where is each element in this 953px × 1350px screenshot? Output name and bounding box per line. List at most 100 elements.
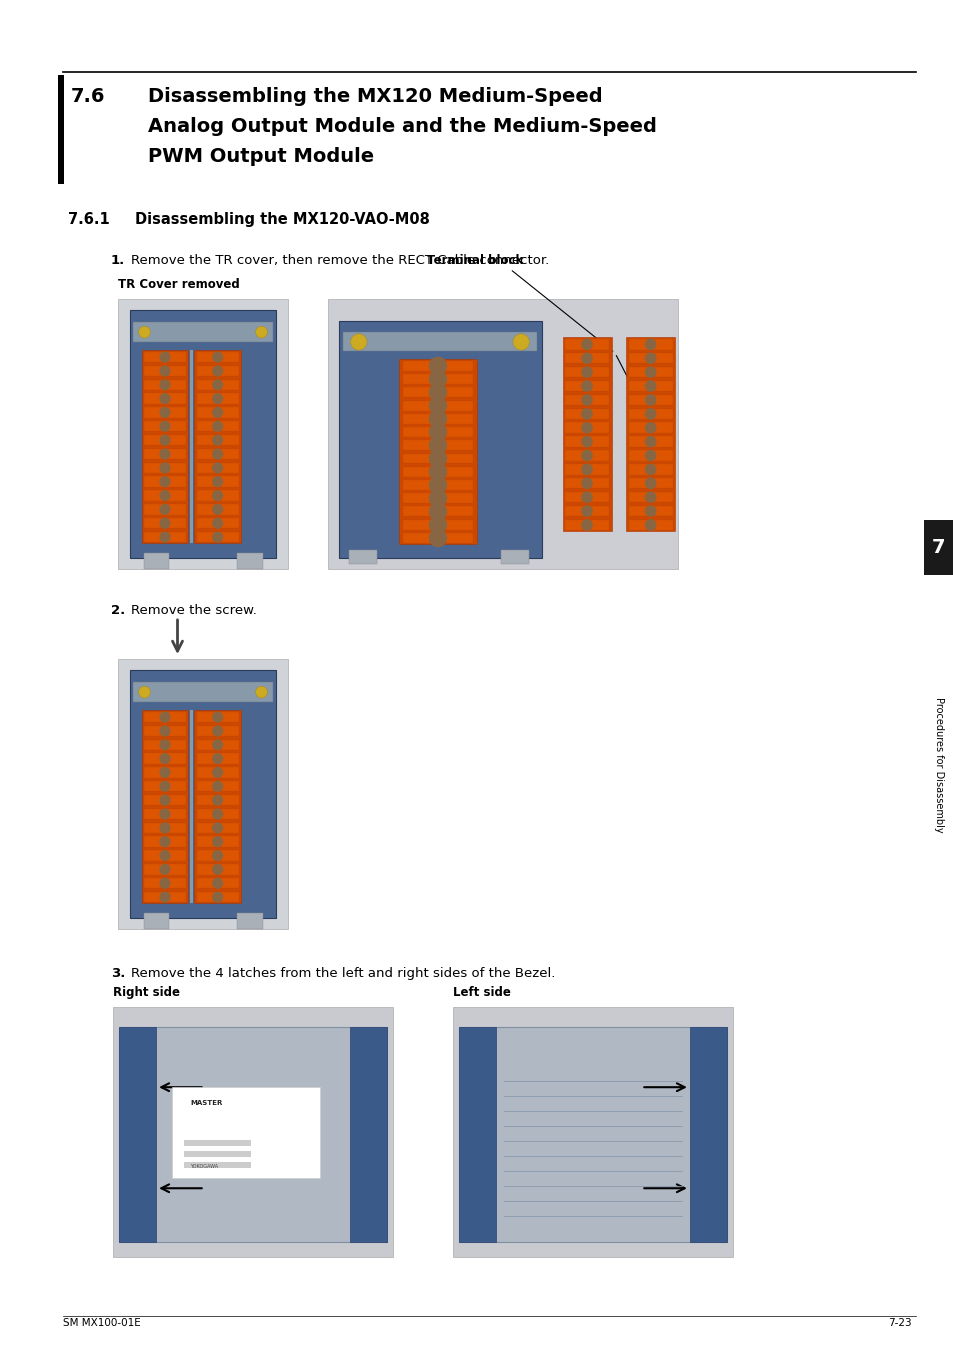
Bar [144, 782, 186, 791]
Bar [564, 451, 608, 460]
Bar [190, 710, 193, 903]
Bar [403, 520, 472, 529]
Bar [403, 467, 472, 477]
Bar [403, 387, 472, 397]
Bar [144, 532, 186, 543]
Bar [628, 409, 672, 418]
Bar [403, 414, 472, 424]
Bar [628, 464, 672, 475]
Bar [350, 1027, 387, 1242]
Bar [628, 520, 672, 531]
Bar [144, 366, 186, 377]
Bar [196, 421, 238, 432]
Circle shape [428, 436, 447, 455]
Bar [144, 767, 186, 778]
Bar [132, 682, 273, 702]
Circle shape [159, 878, 171, 888]
Bar [196, 504, 238, 514]
Circle shape [644, 421, 656, 433]
Bar [112, 1007, 393, 1257]
Bar [564, 506, 608, 516]
Circle shape [580, 491, 592, 504]
Bar [689, 1027, 726, 1242]
Text: Right side: Right side [112, 986, 180, 999]
Circle shape [255, 686, 267, 698]
Circle shape [159, 379, 171, 390]
Bar [348, 549, 376, 563]
Bar [196, 379, 238, 390]
Circle shape [159, 435, 171, 446]
Bar [144, 477, 186, 487]
Bar [628, 367, 672, 378]
Bar [500, 549, 528, 563]
Circle shape [159, 406, 171, 418]
Circle shape [580, 352, 592, 365]
Bar [236, 552, 262, 568]
Bar [196, 892, 238, 902]
Bar [196, 726, 238, 736]
Text: Procedures for Disassembly: Procedures for Disassembly [933, 697, 943, 833]
Circle shape [644, 394, 656, 406]
Circle shape [212, 864, 223, 875]
Text: SM MX100-01E: SM MX100-01E [63, 1318, 141, 1328]
Bar [403, 454, 472, 463]
Circle shape [212, 740, 223, 751]
Circle shape [428, 423, 447, 441]
Circle shape [159, 891, 171, 903]
Circle shape [159, 795, 171, 806]
Bar [144, 504, 186, 514]
Bar [144, 837, 186, 846]
Circle shape [212, 504, 223, 514]
Circle shape [255, 327, 267, 338]
Bar [143, 552, 169, 568]
Circle shape [212, 711, 223, 722]
Bar [144, 850, 186, 861]
Bar [923, 520, 953, 575]
Bar [196, 782, 238, 791]
Bar [196, 366, 238, 377]
Bar [196, 864, 238, 875]
Bar [144, 809, 186, 819]
Circle shape [428, 516, 447, 535]
Bar [144, 448, 186, 459]
Bar [194, 710, 241, 903]
Bar [403, 506, 472, 517]
Bar [132, 323, 273, 342]
Bar [564, 423, 608, 433]
Circle shape [580, 450, 592, 462]
Circle shape [212, 850, 223, 861]
Bar [118, 1027, 156, 1242]
Bar [118, 298, 288, 568]
Bar [196, 767, 238, 778]
Bar [130, 309, 275, 558]
Circle shape [212, 393, 223, 404]
Bar [403, 533, 472, 543]
Bar [564, 436, 608, 447]
Bar [144, 726, 186, 736]
Circle shape [580, 421, 592, 433]
Bar [338, 320, 541, 558]
Circle shape [159, 836, 171, 848]
Bar [399, 359, 476, 544]
Circle shape [159, 711, 171, 722]
Bar [403, 440, 472, 450]
Circle shape [159, 850, 171, 861]
Circle shape [580, 339, 592, 350]
Text: 1.: 1. [111, 254, 125, 267]
Circle shape [159, 477, 171, 487]
Bar [196, 352, 238, 362]
Bar [403, 481, 472, 490]
Bar [144, 490, 186, 501]
Bar [564, 339, 608, 350]
Bar [144, 393, 186, 404]
Bar [144, 864, 186, 875]
Circle shape [212, 532, 223, 543]
Bar [628, 436, 672, 447]
Bar [144, 421, 186, 432]
Text: 7.6: 7.6 [71, 86, 106, 107]
Text: PWM Output Module: PWM Output Module [148, 147, 374, 166]
Bar [458, 1027, 496, 1242]
Bar [194, 350, 241, 543]
Circle shape [644, 381, 656, 392]
Bar [144, 740, 186, 751]
